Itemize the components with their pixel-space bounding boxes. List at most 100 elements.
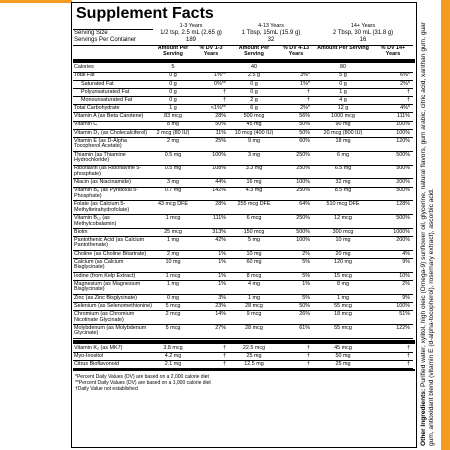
amount: 150 mcg bbox=[229, 229, 279, 238]
amount: 6 mcg bbox=[229, 215, 279, 229]
servings: 32 bbox=[229, 37, 313, 46]
daily-value: 56% bbox=[279, 113, 313, 122]
daily-value: 61% bbox=[279, 325, 313, 339]
amount: 2 mcg bbox=[153, 311, 193, 325]
age: 4-13 Years bbox=[258, 22, 284, 29]
daily-value: 26% bbox=[279, 311, 313, 325]
servings: 16 bbox=[313, 37, 413, 46]
amount: 22.5 mcg bbox=[229, 345, 279, 353]
nutrient-name: Total Carbohydrate bbox=[73, 105, 153, 114]
amount: 0.5 mg bbox=[153, 152, 193, 166]
amount: 0 g bbox=[313, 81, 373, 89]
daily-value: 28% bbox=[193, 113, 229, 122]
amount: 2.5 g bbox=[229, 72, 279, 81]
amount: 2.1 mg bbox=[153, 361, 193, 370]
column-header: % DV 14+ Years bbox=[380, 45, 406, 57]
nutrient-name: Vitamin C bbox=[73, 122, 153, 130]
column-header: Amount Per Serving bbox=[317, 45, 369, 52]
age: 14+ Years bbox=[350, 22, 376, 29]
daily-value: 9% bbox=[373, 295, 413, 303]
daily-value: 2% bbox=[373, 281, 413, 295]
daily-value: 3% bbox=[193, 295, 229, 303]
daily-value: 60% bbox=[279, 138, 313, 152]
amount: 8 mcg bbox=[229, 273, 279, 282]
daily-value: 1000% bbox=[373, 229, 413, 238]
nutrient-name: Zinc (as Zinc Bisglycinate) bbox=[73, 295, 153, 303]
amount: 4.3 mg bbox=[229, 188, 279, 202]
nutrient-name: Vitamin E (as D-Alpha Tocopherol Acetate… bbox=[73, 138, 153, 152]
daily-value: † bbox=[193, 345, 229, 353]
daily-value: 10% bbox=[373, 273, 413, 282]
nutrient-grid-2: Vitamin K₂ (as MK7) 3.8 mcg † 22.5 mcg † 45 m… bbox=[73, 345, 415, 370]
nutrient-name: Vitamin K₂ (as MK7) bbox=[73, 345, 153, 353]
amount: 10 mg bbox=[313, 237, 373, 251]
amount: 3 mg bbox=[229, 152, 279, 166]
nutrient-name: Vitamin D₃ (as Cholecalciferol) bbox=[73, 130, 153, 139]
daily-value: 1% bbox=[193, 251, 229, 260]
daily-value: 100% bbox=[193, 152, 229, 166]
amount: 1 g bbox=[313, 89, 373, 98]
nutrient-name: Citrus Bioflavonoid bbox=[73, 361, 153, 370]
amount: 5 mg bbox=[229, 237, 279, 251]
rule bbox=[73, 369, 415, 372]
nutrient-name: Saturated Fat bbox=[73, 81, 153, 89]
amount: 500 mcg bbox=[229, 113, 279, 122]
orange-corner bbox=[0, 0, 72, 3]
amount: 10 mcg (400 IU) bbox=[229, 130, 279, 139]
title: Supplement Facts bbox=[76, 5, 214, 22]
blank bbox=[73, 46, 153, 59]
nutrient-name: Monounsaturated Fat bbox=[73, 97, 153, 106]
daily-value: 5% bbox=[279, 259, 313, 273]
daily-value: 23% bbox=[193, 303, 229, 312]
other-ingredients: Other Ingredients: Purified water, xylit… bbox=[418, 4, 440, 448]
daily-value: † bbox=[279, 353, 313, 362]
daily-value: 5% bbox=[279, 295, 313, 303]
daily-value: 500% bbox=[373, 166, 413, 180]
amount: 20 mg bbox=[313, 251, 373, 260]
nutrient-name: Riboflavin (as Riboflavine 5-phosphate) bbox=[73, 166, 153, 180]
daily-value: 14% bbox=[193, 311, 229, 325]
amount: 1 mcg bbox=[153, 215, 193, 229]
footnotes: *Percent Daily Values (DV) are based on … bbox=[75, 374, 413, 392]
daily-value: 250% bbox=[279, 166, 313, 180]
amount: 25 mcg bbox=[153, 229, 193, 238]
amount: 10 mg bbox=[153, 259, 193, 273]
amount: 0.7 mg bbox=[153, 188, 193, 202]
daily-value: 4% bbox=[373, 251, 413, 260]
amount: 28 mcg bbox=[229, 325, 279, 339]
amount: 120 mg bbox=[313, 259, 373, 273]
serving-size: 1/2 tsp, 2.5 mL (2.65 g) bbox=[160, 29, 222, 36]
nutrient-grid: Calories 5 40 80 Total Fat 0 g 1%** 2.5 g 3%* 5 g… bbox=[73, 64, 415, 339]
daily-value: 11% bbox=[193, 130, 229, 139]
daily-value: 250% bbox=[279, 188, 313, 202]
daily-value: 2% bbox=[279, 251, 313, 260]
amount: 2 mg bbox=[153, 138, 193, 152]
daily-value: 100% bbox=[373, 122, 413, 130]
daily-value: 250% bbox=[279, 215, 313, 229]
amount: 3.3 mg bbox=[229, 166, 279, 180]
daily-value: 250% bbox=[279, 152, 313, 166]
daily-value: † bbox=[193, 353, 229, 362]
daily-value: 1% bbox=[193, 281, 229, 295]
ingredients-text: Purified water, xylitol, high oleic (Ome… bbox=[420, 21, 436, 446]
daily-value: † bbox=[279, 97, 313, 106]
amount: 1000 mcg bbox=[313, 113, 373, 122]
daily-value: † bbox=[279, 345, 313, 353]
amount: 1 mg bbox=[229, 295, 279, 303]
daily-value: † bbox=[373, 353, 413, 362]
daily-value: † bbox=[373, 89, 413, 98]
amount: 32 mg bbox=[313, 179, 373, 188]
amount: 4 g bbox=[313, 97, 373, 106]
daily-value: † bbox=[193, 361, 229, 370]
daily-value: 128% bbox=[373, 201, 413, 216]
daily-value: 3%* bbox=[279, 72, 313, 81]
amount: 28 mcg bbox=[229, 303, 279, 312]
daily-value: 50% bbox=[279, 130, 313, 139]
nutrient-name: Molybdenum (as Molybdenum Glycinate) bbox=[73, 325, 153, 339]
serving-size: 2 Tbsp, 30 mL (31.8 g) bbox=[332, 29, 394, 36]
footnote: *Percent Daily Values (DV) are based on … bbox=[75, 374, 209, 381]
amount: 2 mg bbox=[153, 251, 193, 260]
amount: 5 bbox=[153, 64, 193, 73]
daily-value: 500% bbox=[279, 229, 313, 238]
amount: 0 g bbox=[153, 97, 193, 106]
